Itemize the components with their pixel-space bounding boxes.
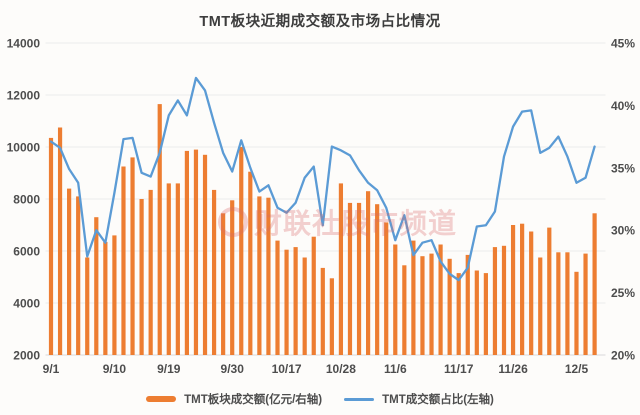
legend-label-volume: TMT板块成交额(亿元/右轴) <box>184 394 323 406</box>
volume-bar <box>202 154 208 355</box>
volume-bar <box>67 188 72 355</box>
left-axis-tick: 10000 <box>7 141 41 155</box>
volume-bar <box>311 236 316 355</box>
volume-bar <box>211 189 217 355</box>
legend-label-ratio: TMT成交额占比(左轴) <box>382 394 494 406</box>
left-axis-tick: 12000 <box>7 89 41 103</box>
volume-bar <box>438 244 443 355</box>
left-axis-tick: 6000 <box>13 245 40 259</box>
volume-bar <box>157 104 162 355</box>
volume-bar <box>121 166 126 355</box>
x-axis-tick: 9/1 <box>43 362 60 376</box>
volume-bar <box>166 183 171 355</box>
volume-bar <box>302 257 307 355</box>
volume-bar <box>193 149 199 355</box>
volume-bar <box>565 252 570 355</box>
chart-title: TMT板块近期成交额及市场占比情况 <box>199 14 441 30</box>
x-axis-tick: 11/26 <box>498 362 528 376</box>
volume-bar <box>366 191 371 355</box>
volume-bar <box>112 235 117 355</box>
volume-bar <box>538 257 543 355</box>
x-axis-tick: 10/17 <box>272 362 302 376</box>
volume-bar <box>402 265 407 355</box>
volume-bar <box>76 196 81 355</box>
left-axis-tick: 4000 <box>13 297 40 311</box>
chart-legend: TMT板块成交额(亿元/右轴) TMT成交额占比(左轴) <box>0 391 640 407</box>
volume-bar <box>574 271 579 355</box>
left-axis-tick: 14000 <box>7 37 41 51</box>
volume-bar <box>583 253 588 355</box>
volume-bar <box>184 150 189 355</box>
volume-bar <box>347 202 353 355</box>
volume-bar <box>429 253 434 355</box>
volume-bar <box>338 183 344 355</box>
volume-bar <box>139 199 144 355</box>
volume-bar <box>529 231 534 355</box>
volume-bar <box>175 183 180 355</box>
volume-bar <box>483 273 488 355</box>
bar-series-swatch-icon <box>146 396 177 402</box>
volume-bar <box>556 252 561 355</box>
x-axis-tick: 9/10 <box>103 362 127 376</box>
volume-bar <box>420 256 425 355</box>
volume-bar <box>48 137 54 355</box>
volume-bar <box>456 273 461 355</box>
volume-bar <box>393 244 398 355</box>
line-series-swatch-icon <box>344 397 375 401</box>
right-axis-tick: 40% <box>611 99 635 113</box>
volume-bar <box>375 204 380 355</box>
volume-bar <box>501 245 507 355</box>
volume-bar <box>547 227 552 355</box>
volume-bar <box>239 147 244 355</box>
right-axis-tick: 45% <box>611 37 635 51</box>
volume-bar <box>130 157 135 355</box>
ratio-line <box>49 76 596 282</box>
volume-bar <box>474 270 479 355</box>
right-axis-tick: 25% <box>611 286 635 300</box>
legend-item-volume: TMT板块成交额(亿元/右轴) <box>146 391 322 407</box>
volume-bar <box>266 197 271 355</box>
volume-bar <box>293 247 298 355</box>
legend-item-ratio: TMT成交额占比(左轴) <box>344 391 494 407</box>
x-axis-tick: 9/30 <box>221 362 245 376</box>
volume-bar <box>257 196 262 355</box>
x-axis-tick: 9/19 <box>157 362 181 376</box>
volume-bar <box>329 278 334 355</box>
volume-bar <box>85 257 90 355</box>
right-axis-tick: 35% <box>611 161 635 175</box>
left-axis-tick: 2000 <box>13 349 40 363</box>
volume-bar <box>492 247 498 355</box>
volume-bar <box>94 217 99 355</box>
volume-bar <box>384 222 389 355</box>
x-axis-tick: 10/28 <box>326 362 356 376</box>
volume-bar <box>275 240 280 355</box>
volume-bar <box>103 241 108 355</box>
volume-bar <box>510 225 516 355</box>
volume-bar <box>411 240 416 355</box>
left-axis-tick: 8000 <box>13 193 40 207</box>
volume-bar <box>465 254 470 355</box>
volume-bar <box>356 202 362 355</box>
volume-bar <box>57 127 63 355</box>
right-axis-tick: 20% <box>611 349 635 363</box>
x-axis-tick: 11/17 <box>444 362 474 376</box>
right-axis-tick: 30% <box>611 224 635 238</box>
volume-bar <box>592 213 597 355</box>
x-axis-tick: 12/5 <box>565 362 589 376</box>
volume-bar <box>221 213 226 355</box>
volume-bar <box>248 171 253 355</box>
volume-bar <box>284 249 289 355</box>
volume-bar <box>320 267 325 355</box>
volume-bar <box>520 223 525 355</box>
volume-bar <box>447 258 452 355</box>
x-axis-tick: 11/6 <box>384 362 407 376</box>
volume-bar <box>148 189 153 355</box>
volume-bar <box>230 200 235 355</box>
